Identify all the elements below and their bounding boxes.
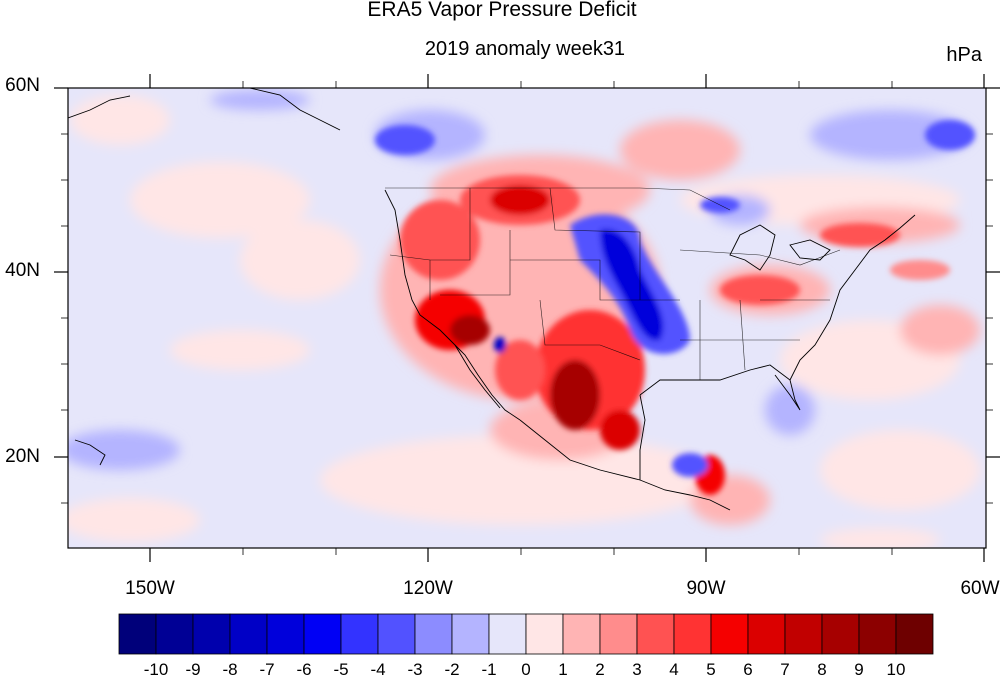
anomaly-field [68,88,986,548]
colorbar-swatch [858,613,897,655]
colorbar-label: -8 [222,660,237,679]
colorbar-swatch [229,613,268,655]
lon-label-120w: 120W [403,578,453,599]
colorbar-label: -7 [259,660,274,679]
colorbar-swatch [747,613,786,655]
colorbar-swatch [636,613,675,655]
colorbar-label: 7 [780,660,789,679]
colorbar-swatch [451,613,490,655]
colorbar-swatch [488,613,527,655]
colorbar-label: -3 [407,660,422,679]
colorbar-swatch [192,613,231,655]
colorbar-swatch [303,613,342,655]
map-title: ERA5 Vapor Pressure Deficit [367,0,637,21]
coastlines [68,88,916,511]
colorbar-label: -5 [333,660,348,679]
colorbar-label: -4 [370,660,385,679]
colorbar-swatch [895,613,934,655]
colorbar-swatch [525,613,564,655]
colorbar-label: 8 [817,660,826,679]
colorbar-swatch [562,613,601,655]
lon-label-90w: 90W [686,578,726,599]
colorbar-swatch [710,613,749,655]
minor-ticks [61,81,993,555]
colorbar: -10 -9 -8 -7 -6 -5 -4 -3 -2 -1 0 1 2 3 4 5 6 7 8 9 10 [118,613,934,679]
colorbar-label: -6 [296,660,311,679]
map-subtitle: 2019 anomaly week31 [424,38,626,60]
colorbar-swatch [266,613,305,655]
colorbar-label: 9 [854,660,863,679]
colorbar-swatch [784,613,823,655]
colorbar-swatch [673,613,712,655]
colorbar-label: 3 [632,660,641,679]
colorbar-swatch [821,613,860,655]
colorbar-label: -10 [144,660,169,679]
colorbar-swatch [118,613,157,655]
lat-label-60n: 60N [5,75,40,96]
lon-label-150w: 150W [125,578,175,599]
lon-label-60w: 60W [960,578,1000,599]
colorbar-label: -1 [481,660,496,679]
major-ticks [54,74,1000,562]
borders [385,187,841,380]
colorbar-swatch [155,613,194,655]
colorbar-swatch [377,613,416,655]
colorbar-label: -2 [444,660,459,679]
colorbar-label: 5 [706,660,715,679]
colorbar-swatch [599,613,638,655]
colorbar-label: 2 [595,660,604,679]
colorbar-swatch [414,613,453,655]
colorbar-label: 4 [669,660,678,679]
colorbar-label: 6 [743,660,752,679]
lat-label-20n: 20N [5,446,40,467]
colorbar-label: -9 [185,660,200,679]
units-label: hPa [946,44,982,66]
colorbar-label: 0 [521,660,530,679]
colorbar-label: 10 [887,660,906,679]
colorbar-swatch [340,613,379,655]
colorbar-label: 1 [558,660,567,679]
lat-label-40n: 40N [5,260,40,281]
